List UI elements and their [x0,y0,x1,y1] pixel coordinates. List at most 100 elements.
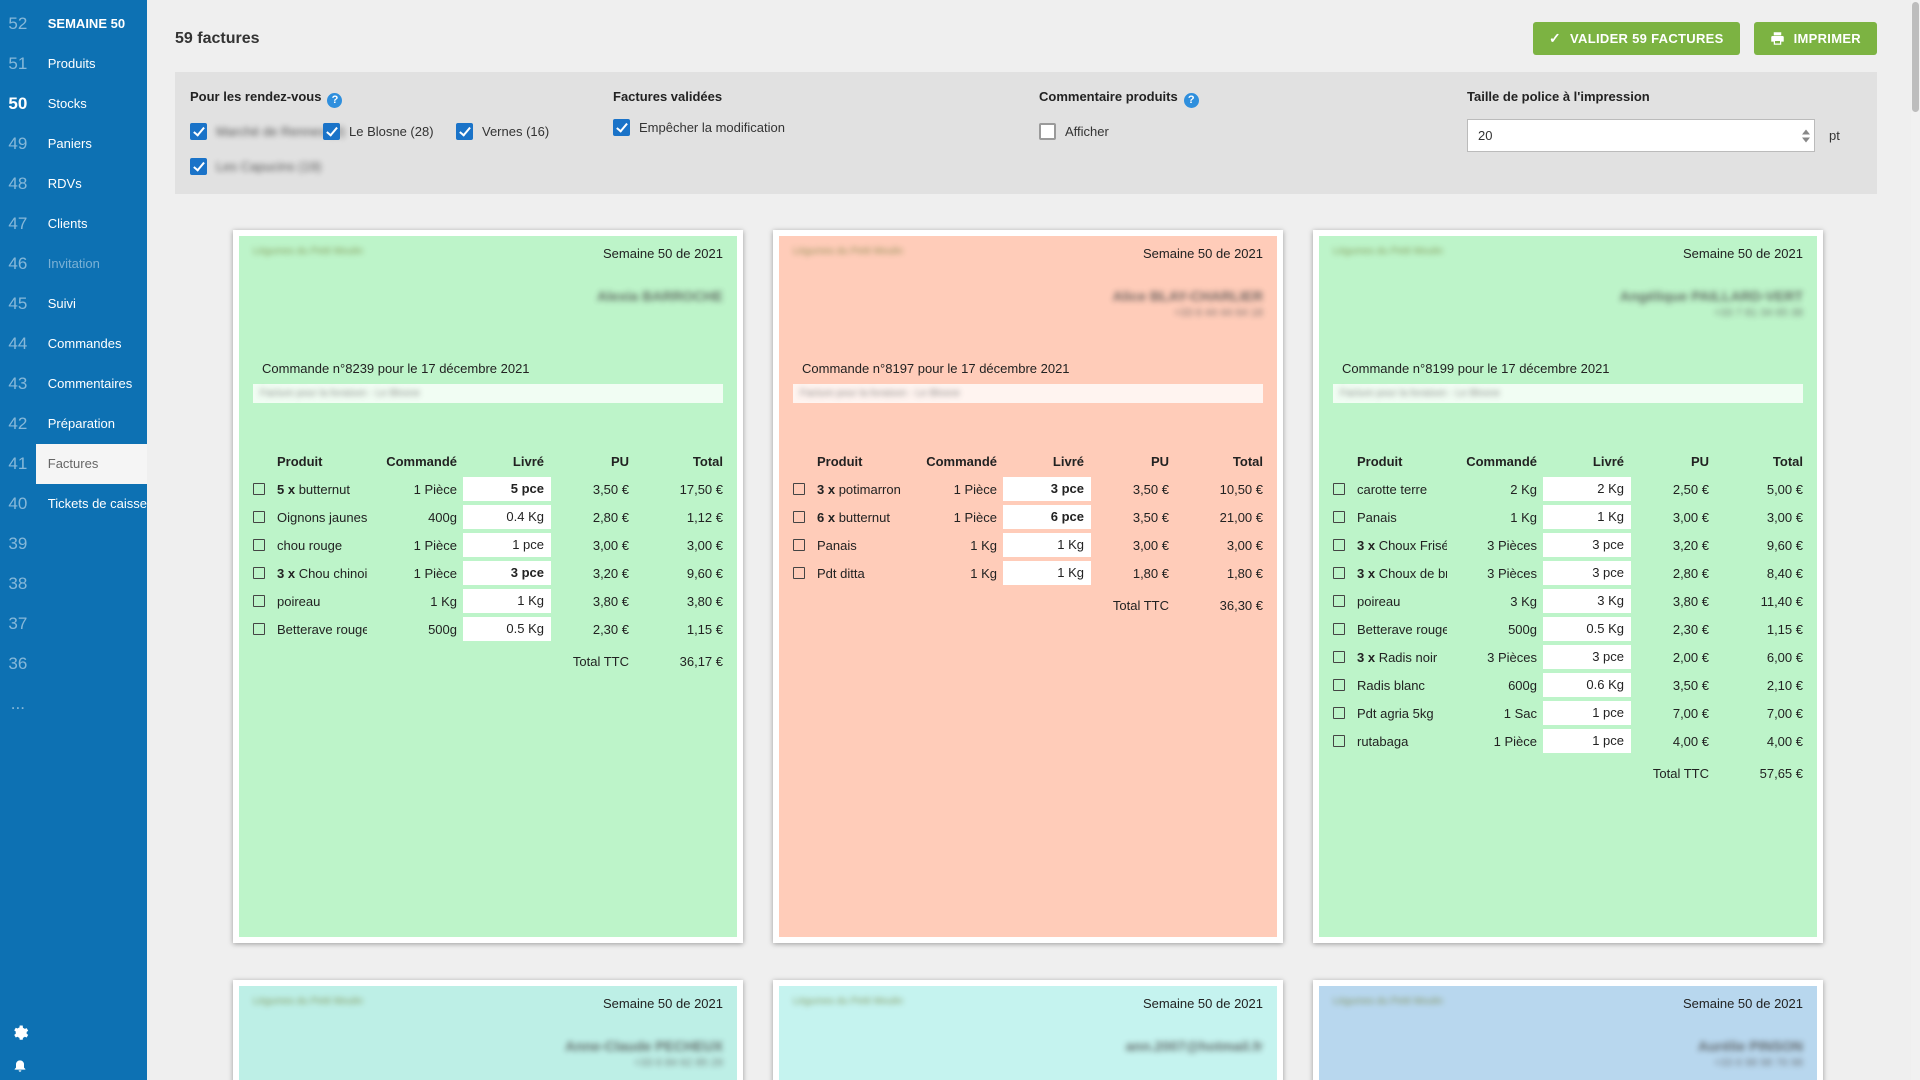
sidebar-item-tickets-de-caisse[interactable]: Tickets de caisse [47,496,147,511]
font-size-input[interactable] [1467,119,1815,152]
row-checkbox[interactable] [793,483,805,495]
sidebar-week-36[interactable]: 36 [8,654,28,673]
sidebar-item-suivi[interactable]: Suivi [47,296,76,311]
ordered-qty: 1 Pièce [1493,733,1537,749]
sidebar-week-52[interactable]: 52 [8,14,28,33]
checkbox[interactable] [613,119,630,136]
sidebar-item-produits[interactable]: Produits [47,56,96,71]
delivered-qty-input[interactable]: 1 Kg [1543,505,1631,529]
row-checkbox[interactable] [253,539,265,551]
gear-icon[interactable] [11,1024,29,1042]
sidebar-week-45[interactable]: 45 [8,294,28,313]
week-list: 52 51 50 49 48 47 46 45 44 43 42 41 40 39 38 37 36... [0,0,36,1080]
delivered-qty-input[interactable]: 3 pce [463,561,551,585]
delivered-qty-input[interactable]: 1 Kg [463,589,551,613]
row-checkbox[interactable] [253,595,265,607]
sidebar-item-commentaires[interactable]: Commentaires [47,376,133,391]
checkbox[interactable] [190,123,207,140]
sidebar-week-40[interactable]: 40 [8,494,28,513]
delivered-qty-input[interactable]: 1 Kg [1003,533,1091,557]
sidebar-week-38[interactable]: 38 [8,574,28,593]
invoice-row: Betterave rouge 500g 0.5 Kg 2,30 € 1,15 … [253,615,723,643]
delivered-qty-input[interactable]: 1 Kg [1003,561,1091,585]
rdv-option[interactable]: Le Blosne (28) [323,123,456,140]
row-checkbox[interactable] [793,539,805,551]
sidebar-item-paniers[interactable]: Paniers [47,136,92,151]
delivered-qty-input[interactable]: 3 Kg [1543,589,1631,613]
row-checkbox[interactable] [1333,651,1345,663]
delivered-qty-input[interactable]: 2 Kg [1543,477,1631,501]
checkbox[interactable] [190,158,207,175]
prevent-modification-option[interactable]: Empêcher la modification [613,119,785,136]
bell-icon[interactable] [12,1056,28,1074]
row-checkbox[interactable] [1333,567,1345,579]
delivered-qty-input[interactable]: 5 pce [463,477,551,501]
row-checkbox[interactable] [1333,539,1345,551]
sidebar-week-43[interactable]: 43 [8,374,28,393]
sidebar-item-pr-paration[interactable]: Préparation [47,416,115,431]
sidebar-week-51[interactable]: 51 [8,54,28,73]
row-checkbox[interactable] [1333,623,1345,635]
sidebar-week-41[interactable]: 41 [8,454,28,473]
delivered-qty-input[interactable]: 1 pce [1543,701,1631,725]
row-checkbox[interactable] [1333,483,1345,495]
delivered-qty-input[interactable]: 3 pce [1543,533,1631,557]
row-checkbox[interactable] [253,567,265,579]
sidebar-week-44[interactable]: 44 [8,334,28,353]
row-checkbox[interactable] [1333,595,1345,607]
delivered-qty-input[interactable]: 3 pce [1003,477,1091,501]
row-checkbox[interactable] [253,511,265,523]
sidebar-week-48[interactable]: 48 [8,174,28,193]
delivered-qty-input[interactable]: 1 pce [463,533,551,557]
checkbox[interactable] [456,123,473,140]
delivered-qty-input[interactable]: 0.4 Kg [463,505,551,529]
print-button[interactable]: IMPRIMER [1753,22,1877,55]
sidebar-week-47[interactable]: 47 [8,214,28,233]
unit-price: 3,50 € [592,481,629,497]
sidebar-item-clients[interactable]: Clients [47,216,88,231]
sidebar-week-[interactable]: ... [10,694,25,713]
sidebar-item-invitation[interactable]: Invitation [47,256,100,271]
row-checkbox[interactable] [1333,511,1345,523]
product-name: 3 x Chou chinois [277,565,367,581]
validate-invoices-button[interactable]: ✓ VALIDER 59 FACTURES [1533,22,1740,55]
row-checkbox[interactable] [253,623,265,635]
sidebar-week-37[interactable]: 37 [8,614,28,633]
row-checkbox[interactable] [1333,735,1345,747]
checkbox[interactable] [323,123,340,140]
show-comments-option[interactable]: Afficher [1039,123,1199,140]
checkbox[interactable] [1039,123,1056,140]
sidebar-week-42[interactable]: 42 [8,414,28,433]
sidebar-item-commandes[interactable]: Commandes [47,336,122,351]
row-checkbox[interactable] [1333,707,1345,719]
main-content: 59 factures ✓ VALIDER 59 FACTURES IMPRIM… [147,0,1920,1080]
delivered-qty-input[interactable]: 3 pce [1543,645,1631,669]
stepper-arrows-icon[interactable] [1802,129,1810,142]
row-checkbox[interactable] [793,511,805,523]
row-checkbox[interactable] [793,567,805,579]
delivered-qty-input[interactable]: 3 pce [1543,561,1631,585]
sidebar-week-46[interactable]: 46 [8,254,28,273]
sidebar-week-39[interactable]: 39 [8,534,28,553]
product-name: 6 x butternut [817,509,891,525]
rdv-option[interactable]: Marché de Rennes (3) [190,123,345,140]
delivered-qty-input[interactable]: 0.5 Kg [1543,617,1631,641]
help-icon[interactable]: ? [1183,93,1199,108]
scrollbar-thumb[interactable] [1912,2,1919,112]
sidebar-week-50[interactable]: 50 [8,94,28,113]
delivered-qty-input[interactable]: 6 pce [1003,505,1091,529]
invoice-row: 6 x butternut 1 Pièce 6 pce 3,50 € 21,00… [793,503,1263,531]
sidebar-week-49[interactable]: 49 [8,134,28,153]
sidebar-item-stocks[interactable]: Stocks [47,96,87,111]
delivered-qty-input[interactable]: 1 pce [1543,729,1631,753]
rdv-option[interactable]: Les Capucins (19) [190,158,323,175]
row-checkbox[interactable] [1333,679,1345,691]
scrollbar[interactable] [1911,0,1920,1080]
help-icon[interactable]: ? [327,93,343,108]
sidebar-item-factures[interactable]: Factures [35,444,147,484]
sidebar-item-rdvs[interactable]: RDVs [47,176,82,191]
rdv-option[interactable]: Vernes (16) [456,123,589,140]
row-checkbox[interactable] [253,483,265,495]
delivered-qty-input[interactable]: 0.6 Kg [1543,673,1631,697]
delivered-qty-input[interactable]: 0.5 Kg [463,617,551,641]
